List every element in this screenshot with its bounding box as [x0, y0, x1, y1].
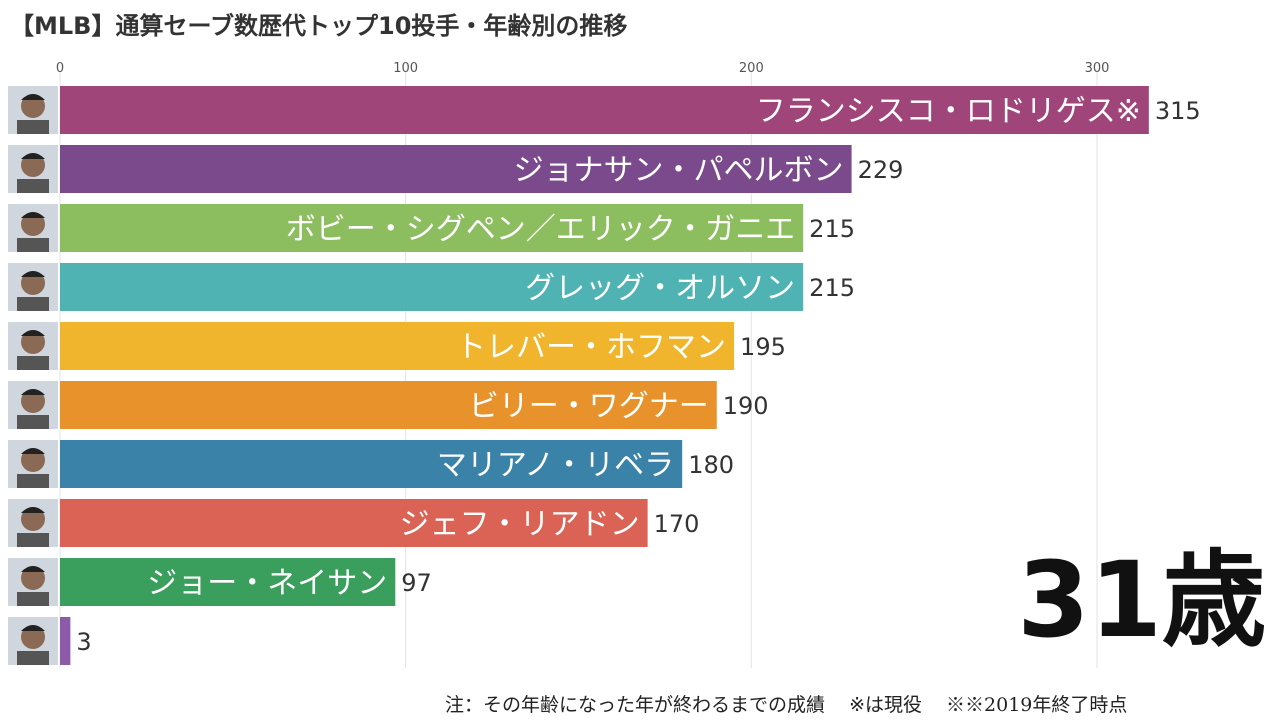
bar [60, 204, 804, 252]
bar [60, 86, 1149, 134]
bar-name-label: ジェフ・リアドン [400, 507, 640, 542]
bar-value-label: 229 [858, 156, 904, 184]
bar-value-label: 180 [688, 451, 734, 479]
bar [60, 263, 804, 311]
bar-value-label: 215 [809, 274, 855, 302]
player-avatar [8, 558, 58, 606]
player-avatar [8, 440, 58, 488]
player-avatar [8, 145, 58, 193]
bar-value-label: 215 [809, 215, 855, 243]
x-tick-label: 100 [393, 61, 418, 76]
player-avatar [8, 499, 58, 547]
bar-value-label: 190 [723, 392, 769, 420]
player-avatar [8, 381, 58, 429]
x-tick-label: 0 [56, 61, 64, 76]
bar-value-label: 315 [1155, 97, 1201, 125]
age-label: 31歳 [1017, 539, 1266, 661]
bar [60, 381, 717, 429]
bar [60, 145, 852, 193]
bar-value-label: 195 [740, 333, 786, 361]
bar-value-label: 97 [401, 569, 432, 597]
bar [60, 617, 71, 665]
bar [60, 322, 735, 370]
bar-name-label: フランシスコ・ロドリゲス※ [756, 94, 1141, 129]
bar-name-label: マリアノ・リベラ [437, 448, 674, 483]
player-avatar [8, 322, 58, 370]
player-avatar [8, 204, 58, 252]
chart-title: 【MLB】通算セーブ数歴代トップ10投手・年齢別の推移 [10, 12, 628, 40]
bar [60, 558, 396, 606]
bar-name-label: ビリー・ワグナー [469, 389, 709, 424]
player-avatar [8, 86, 58, 134]
footnote-as-of: ※※2019年終了時点 [946, 694, 1128, 716]
bar-name-label: ジョナサン・パペルボン [514, 153, 844, 188]
footnote-current: ※は現役 [849, 694, 922, 716]
bar-name-label: ジョー・ネイサン [147, 566, 387, 601]
bar-name-label: ボビー・シグペン／エリック・ガニエ [286, 212, 795, 247]
footnote-note: 注：その年齢になった年が終わるまでの成績 [445, 694, 826, 716]
bar [60, 499, 648, 547]
player-avatar [8, 617, 58, 665]
bar-name-label: トレバー・ホフマン [456, 330, 726, 365]
footnote: 注：その年齢になった年が終わるまでの成績 ※は現役 ※※2019年終了時点 [445, 690, 1145, 717]
x-tick-label: 300 [1085, 61, 1110, 76]
x-tick-label: 200 [739, 61, 764, 76]
bar [60, 440, 683, 488]
bar-name-label: グレッグ・オルソン [525, 271, 795, 306]
bar-value-label: 170 [654, 510, 700, 538]
bar-value-label: 3 [76, 628, 91, 656]
player-avatar [8, 263, 58, 311]
